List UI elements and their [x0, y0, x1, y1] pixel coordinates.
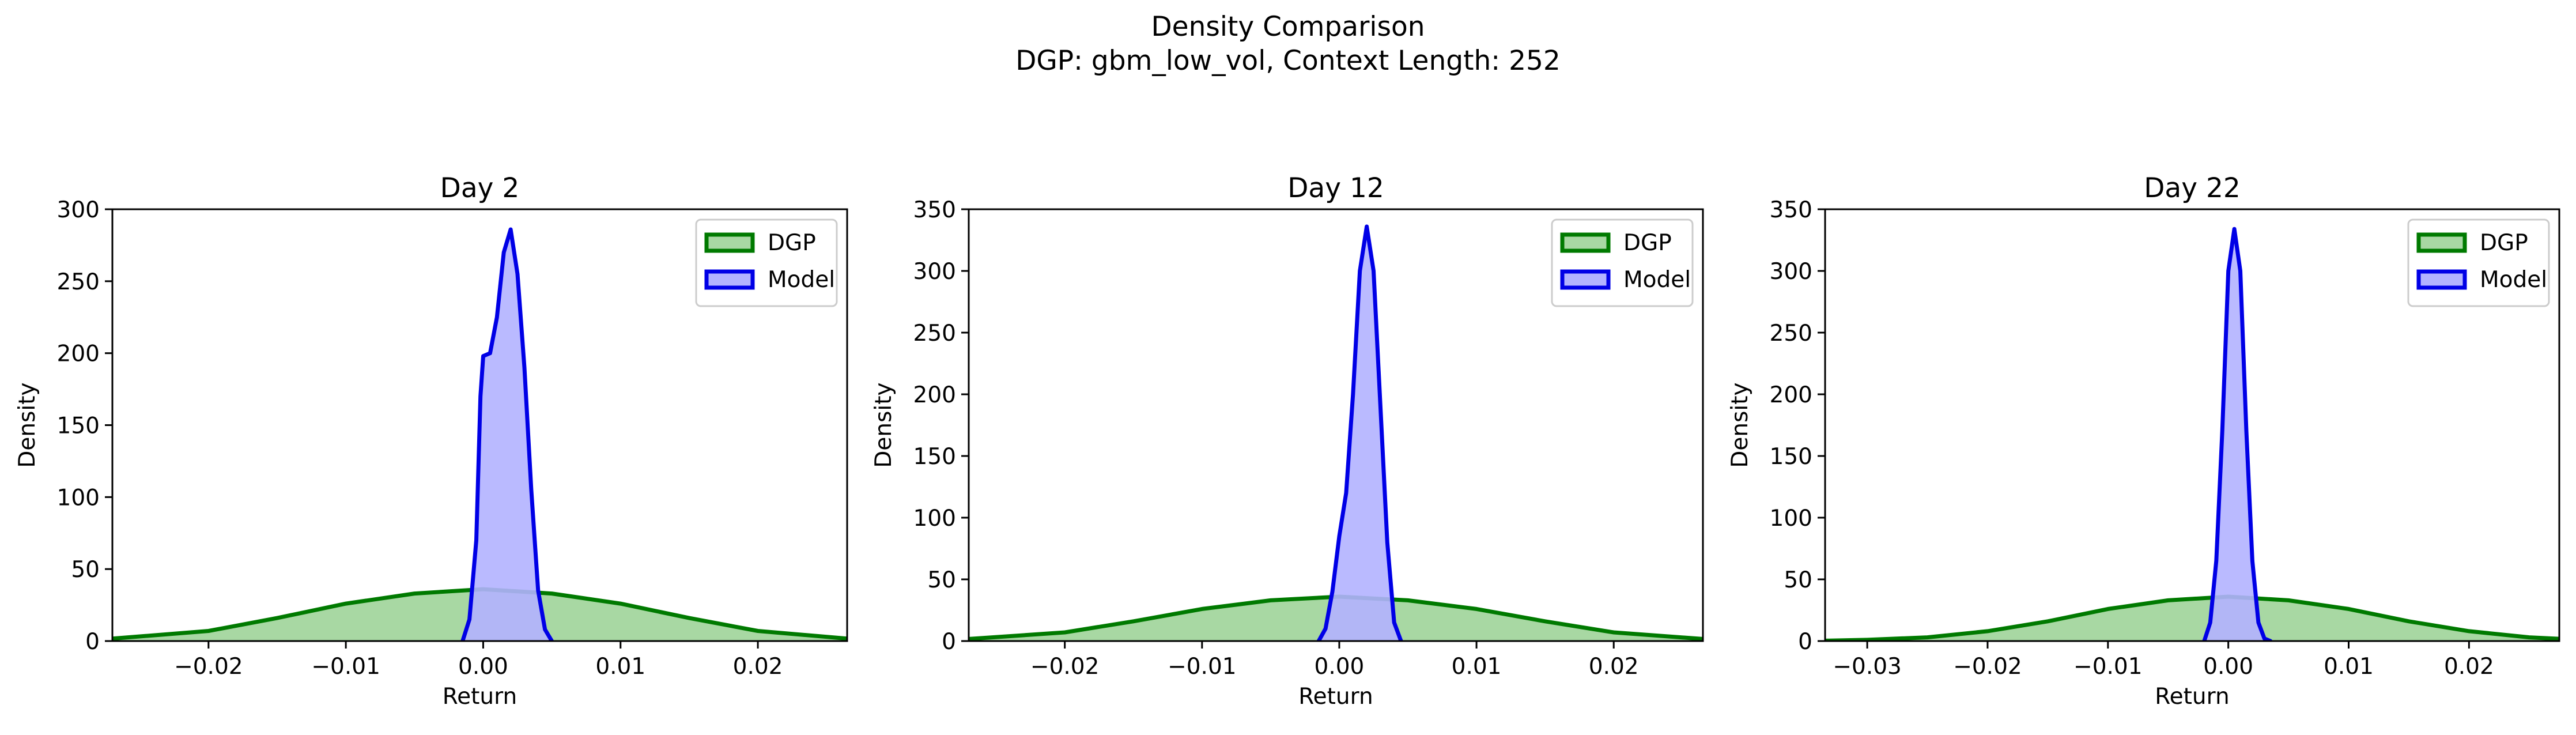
density-line-dgp: [1825, 594, 2559, 641]
y-tick-label: 150: [57, 413, 100, 439]
legend-swatch-model: [2416, 269, 2467, 290]
subplot-3: −0.03 −0.02 −0.01 0.00 0.01 0.02 0 50 100 150 200 2…: [1727, 172, 2560, 710]
subplot-title: Day 2: [440, 172, 520, 204]
legend-swatch-dgp: [1560, 232, 1611, 253]
legend: DGP Model: [695, 218, 838, 307]
plot-area: [1825, 227, 2559, 641]
plot-area: [969, 224, 1703, 641]
y-tick-label: 350: [913, 197, 956, 223]
legend-label-model: Model: [1623, 267, 1691, 293]
x-axis-label: Return: [2155, 684, 2229, 710]
density-line-model: [1316, 224, 1403, 641]
y-tick-label: 100: [1770, 506, 1812, 532]
y-tick-label: 0: [942, 629, 956, 655]
x-tick-label: 0.01: [595, 654, 645, 680]
y-tick-label: 150: [913, 444, 956, 470]
y-tick-label: 50: [1784, 567, 1812, 593]
x-tick-label: −0.01: [311, 654, 380, 680]
legend-swatch-model: [704, 269, 755, 290]
density-area-model: [462, 229, 552, 641]
figure-subtitle: DGP: gbm_low_vol, Context Length: 252: [1015, 45, 1561, 77]
legend-label-model: Model: [768, 267, 835, 293]
y-tick-label: 50: [927, 567, 956, 593]
subplot-1: −0.02 −0.01 0.00 0.01 0.02 0 50 100 150 200 250 300…: [14, 172, 848, 710]
y-tick-label: 250: [1770, 321, 1812, 346]
x-tick-label: 0.01: [1452, 654, 1502, 680]
legend-swatch-dgp: [2416, 232, 2467, 253]
plot-area: [112, 227, 847, 641]
subplot-2: −0.02 −0.01 0.00 0.01 0.02 0 50 100 150 200 250 300…: [871, 172, 1704, 710]
x-tick-label: 0.00: [1315, 654, 1365, 680]
y-axis-label: Density: [14, 382, 40, 468]
y-axis-label: Density: [1727, 382, 1753, 468]
x-tick-label: 0.02: [733, 654, 783, 680]
legend-label-dgp: DGP: [2480, 230, 2528, 256]
legend: DGP Model: [1551, 218, 1694, 307]
x-tick-label: 0.00: [458, 654, 508, 680]
y-tick-label: 300: [1770, 259, 1812, 285]
y-tick-label: 100: [913, 506, 956, 532]
y-tick-label: 200: [57, 341, 100, 367]
figure-title: Density Comparison: [1151, 11, 1425, 43]
density-line-model: [2202, 227, 2273, 641]
x-tick-label: 0.00: [2203, 654, 2253, 680]
density-area-dgp: [1825, 597, 2559, 641]
legend-label-dgp: DGP: [1623, 230, 1672, 256]
legend: DGP Model: [2407, 218, 2550, 307]
subplot-title: Day 12: [1287, 172, 1384, 204]
x-tick-label: 0.02: [2444, 654, 2494, 680]
x-axis-label: Return: [1298, 684, 1373, 710]
density-area-model: [2204, 229, 2271, 641]
subplot-panels: −0.02 −0.01 0.00 0.01 0.02 0 50 100 150 200 250 300…: [14, 172, 2560, 710]
y-tick-label: 200: [913, 382, 956, 408]
x-tick-label: 0.01: [2324, 654, 2374, 680]
x-tick-label: −0.02: [1030, 654, 1100, 680]
legend-swatch-model: [1560, 269, 1611, 290]
y-tick-label: 350: [1770, 197, 1812, 223]
y-tick-label: 250: [913, 321, 956, 346]
y-tick-label: 150: [1770, 444, 1812, 470]
density-line-model: [460, 227, 554, 641]
y-tick-label: 200: [1770, 382, 1812, 408]
axes-frame: [968, 208, 1704, 642]
subplot-title: Day 22: [2144, 172, 2241, 204]
x-tick-label: 0.02: [1589, 654, 1639, 680]
y-tick-label: 250: [57, 269, 100, 295]
x-tick-label: −0.01: [2073, 654, 2143, 680]
y-tick-label: 100: [57, 485, 100, 511]
y-tick-label: 50: [71, 557, 100, 583]
x-axis-label: Return: [443, 684, 517, 710]
y-tick-label: 0: [85, 629, 100, 655]
legend-label-dgp: DGP: [768, 230, 816, 256]
y-axis-label: Density: [871, 382, 897, 468]
axes-frame: [1824, 208, 2560, 642]
y-tick-label: 0: [1798, 629, 1812, 655]
legend-swatch-dgp: [704, 232, 755, 253]
y-tick-label: 300: [913, 259, 956, 285]
x-tick-label: −0.03: [1833, 654, 1902, 680]
x-tick-label: −0.02: [1953, 654, 2022, 680]
y-tick-label: 300: [57, 197, 100, 223]
x-tick-label: −0.01: [1168, 654, 1237, 680]
legend-label-model: Model: [2480, 267, 2547, 293]
x-tick-label: −0.02: [174, 654, 243, 680]
